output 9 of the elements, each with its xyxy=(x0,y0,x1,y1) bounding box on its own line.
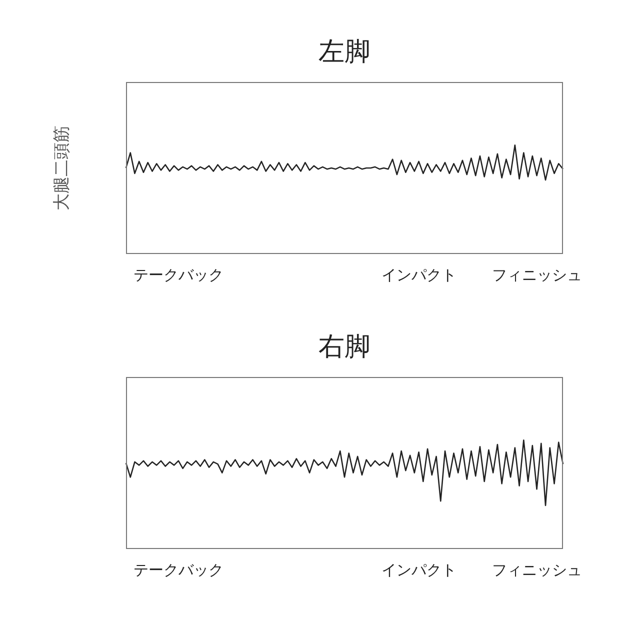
y-axis-title: 大腿二頭筋 xyxy=(51,124,73,212)
x-tick-label: テークバック xyxy=(133,266,224,284)
x-tick-label: フィニッシュ xyxy=(492,561,582,579)
x-tick-label: フィニッシュ xyxy=(492,266,582,284)
x-tick-label: テークバック xyxy=(133,561,224,579)
chart-title: 右脚 xyxy=(318,331,372,364)
x-tick-label: インパクト xyxy=(381,266,456,284)
chart-title: 左脚 xyxy=(318,36,372,69)
x-tick-label: インパクト xyxy=(381,561,456,579)
